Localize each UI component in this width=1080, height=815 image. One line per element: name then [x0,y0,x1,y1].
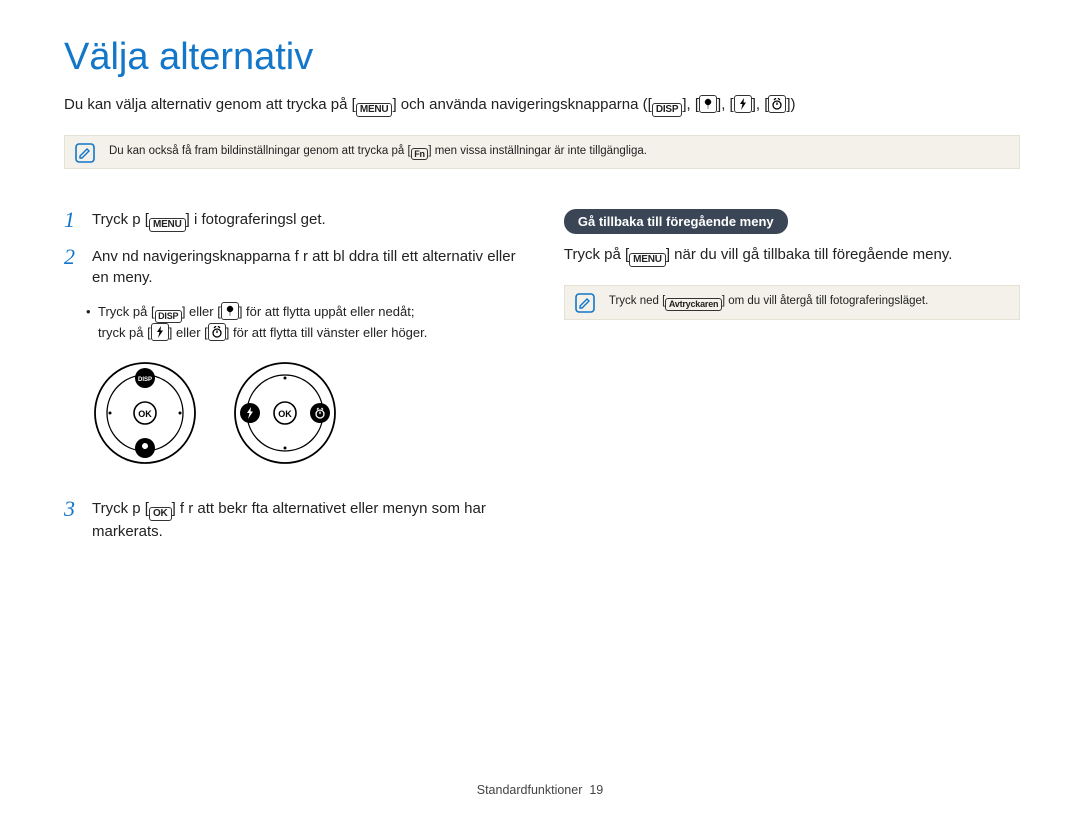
footer-page: 19 [589,783,603,797]
step1-num: 1 [64,209,82,232]
step-1: 1 Tryck p [MENU] i fotograferingsl get. [64,209,530,232]
dial-up-down: OK DISP [90,358,200,468]
intro-mid: ] och använda navigeringsknapparna ([ [392,96,651,113]
page-title: Välja alternativ [64,36,1020,79]
disp-icon: DISP [155,310,182,322]
note-icon [75,143,95,163]
sb-l2a: tryck på [ [98,325,151,340]
intro-post: ]) [786,96,795,113]
sb-l2b: ] eller [ [169,325,208,340]
step2-txt: Anv nd navigeringsknapparna f r att bl d… [92,246,530,288]
step3-num: 3 [64,498,82,542]
ok-icon: OK [149,507,172,521]
right-pre: Tryck på [ [564,246,629,263]
step-3: 3 Tryck p [OK] f r att bekr fta alternat… [64,498,530,542]
top-note-pre: Du kan också få fram bildinställningar g… [109,145,411,157]
right-column: Gå tillbaka till föregående meny Tryck p… [564,209,1020,555]
step2-num: 2 [64,246,82,288]
dial-diagrams: OK DISP OK [90,358,530,468]
svg-text:OK: OK [278,409,292,419]
flash-icon [151,323,169,341]
step3-pre: Tryck p [ [92,500,149,517]
step1-post: ] i fotograferingsl get. [186,211,326,228]
sb-l2c: ] för att flytta till vänster eller höge… [226,325,428,340]
timer-icon [768,95,786,113]
macro-icon [699,95,717,113]
menu-icon: MENU [149,218,186,232]
page-footer: Standardfunktioner 19 [0,783,1080,797]
step-2: 2 Anv nd navigeringsknapparna f r att bl… [64,246,530,288]
note-icon [575,293,595,313]
step2-bullet: Tryck på [DISP] eller [] för att flytta … [64,302,530,342]
disp-icon: DISP [652,103,683,117]
shutter-icon: Avtryckaren [665,298,722,310]
right-note-box: Tryck ned [Avtryckaren] om du vill återg… [564,285,1020,320]
top-note-post: ] men vissa inställningar är inte tillgä… [428,145,647,157]
section-heading: Gå tillbaka till föregående meny [564,209,788,234]
sb-l1b: ] eller [ [182,304,221,319]
right-line: Tryck på [MENU] när du vill gå tillbaka … [564,244,1020,267]
dial-left-right: OK [230,358,340,468]
flash-icon [734,95,752,113]
menu-icon: MENU [356,103,393,117]
top-note-box: Du kan också få fram bildinställningar g… [64,135,1020,170]
right-post: ] när du vill gå tillbaka till föregåend… [666,246,953,263]
svg-text:OK: OK [138,409,152,419]
timer-icon [208,323,226,341]
intro-pre: Du kan välja alternativ genom att trycka… [64,96,356,113]
macro-icon [221,302,239,320]
menu-icon: MENU [629,253,666,267]
sb-l1c: ] för att flytta uppåt eller nedåt; [239,304,415,319]
left-column: 1 Tryck p [MENU] i fotograferingsl get. … [64,209,530,555]
svg-text:DISP: DISP [138,377,152,383]
rnote-pre: Tryck ned [ [609,295,665,307]
footer-label: Standardfunktioner [477,783,583,797]
rnote-post: ] om du vill återgå till fotograferingsl… [722,295,928,307]
sb-l1a: Tryck på [ [98,304,155,319]
step1-pre: Tryck p [ [92,211,149,228]
intro-line: Du kan välja alternativ genom att trycka… [64,95,1020,117]
step3-post: ] f r att bekr fta alternativet eller me… [92,500,486,540]
fn-icon: Fn [411,148,429,160]
